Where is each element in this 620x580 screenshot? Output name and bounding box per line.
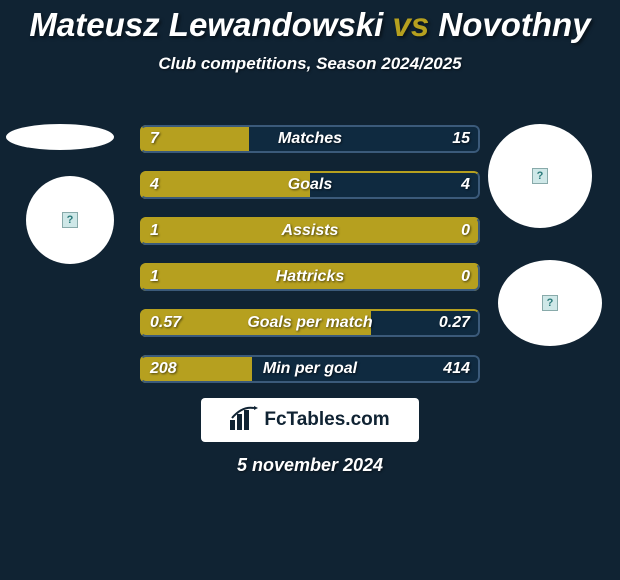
player1-name: Mateusz Lewandowski [29,6,383,43]
player1-badge-circle: ? [26,176,114,264]
stat-label: Matches [140,125,480,153]
stat-row: 44Goals [140,171,480,199]
decorative-ellipse [6,124,114,150]
stat-label: Assists [140,217,480,245]
fctables-icon [230,406,258,435]
subtitle: Club competitions, Season 2024/2025 [0,54,620,74]
player2-badge-circle: ? [488,124,592,228]
player2-name: Novothny [438,6,590,43]
stat-row: 715Matches [140,125,480,153]
stat-row: 208414Min per goal [140,355,480,383]
comparison-title: Mateusz Lewandowski vs Novothny [0,0,620,44]
placeholder-icon: ? [542,295,558,311]
fctables-logo-text: FcTables.com [264,409,389,431]
stat-row: 10Assists [140,217,480,245]
stat-bars: 715Matches 44Goals 10Assists 10Hattricks 0.5… [140,125,480,401]
stat-row: 10Hattricks [140,263,480,291]
placeholder-icon: ? [62,212,78,228]
fctables-logo: FcTables.com [201,398,419,442]
stat-label: Goals [140,171,480,199]
placeholder-icon: ? [532,168,548,184]
stat-label: Goals per match [140,309,480,337]
date-text: 5 november 2024 [0,455,620,476]
stat-label: Min per goal [140,355,480,383]
vs-text: vs [393,6,430,43]
player2-club-circle: ? [498,260,602,346]
stat-row: 0.570.27Goals per match [140,309,480,337]
stat-label: Hattricks [140,263,480,291]
